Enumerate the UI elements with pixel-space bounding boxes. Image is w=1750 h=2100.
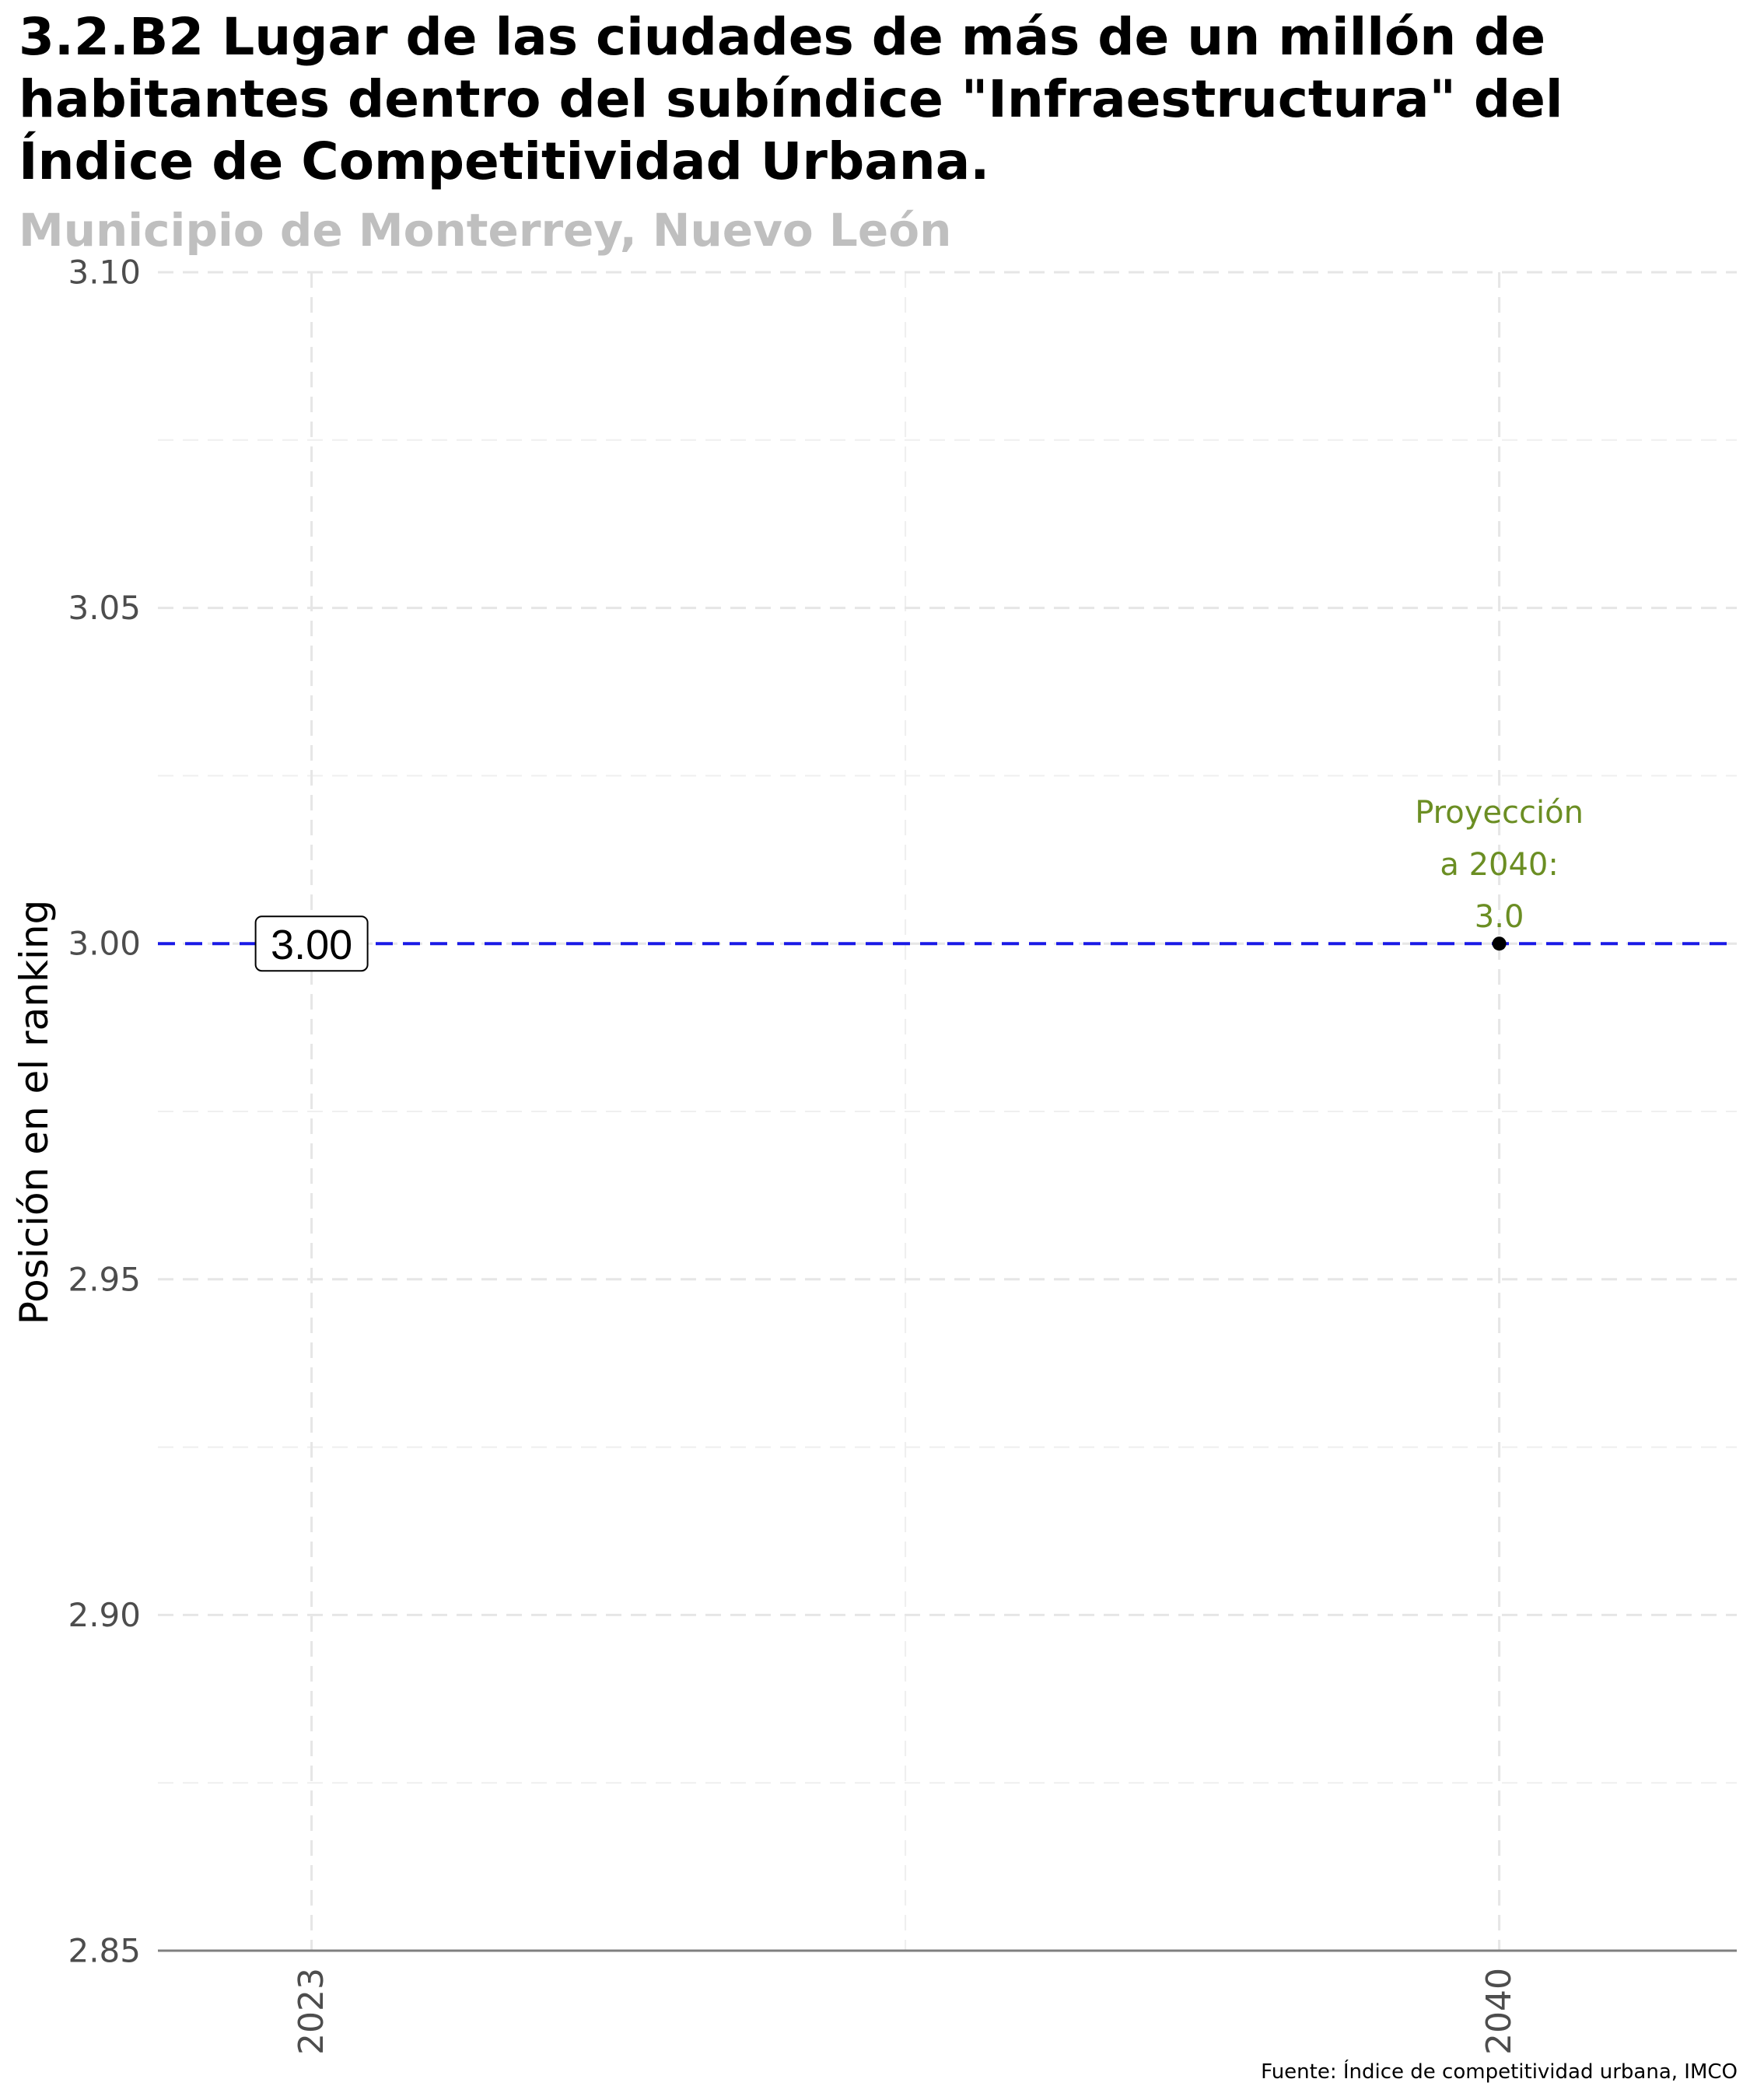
annotation-line: Proyección	[1415, 795, 1584, 831]
data-label: 3.00	[271, 922, 352, 968]
annotation-line: 3.0	[1475, 899, 1524, 935]
y-tick-label: 2.95	[68, 1260, 141, 1298]
y-tick-label: 2.85	[68, 1932, 141, 1970]
x-tick-label: 2040	[1479, 1968, 1519, 2055]
data-marks: 3.00 Proyección a 2040: 3.0	[254, 795, 1584, 972]
grid-minor	[158, 272, 1737, 1951]
chart-caption: Fuente: Índice de competitividad urbana,…	[1261, 2060, 1738, 2084]
y-tick-label: 3.05	[68, 589, 141, 627]
chart-title: 3.2.B2 Lugar de las ciudades de más de u…	[19, 7, 1563, 191]
x-axis-ticks: 2023 2040	[292, 1968, 1519, 2055]
data-label-box	[254, 915, 369, 972]
annotation-line: a 2040:	[1440, 847, 1559, 883]
y-tick-label: 2.90	[68, 1596, 141, 1634]
y-axis-ticks: 2.85 2.90 2.95 3.00 3.05 3.10	[68, 254, 141, 1970]
data-point	[1492, 936, 1507, 951]
chart-subtitle: Municipio de Monterrey, Nuevo León	[19, 204, 952, 257]
y-tick-label: 3.00	[68, 925, 141, 963]
y-tick-label: 3.10	[68, 254, 141, 292]
x-tick-label: 2023	[292, 1968, 331, 2055]
